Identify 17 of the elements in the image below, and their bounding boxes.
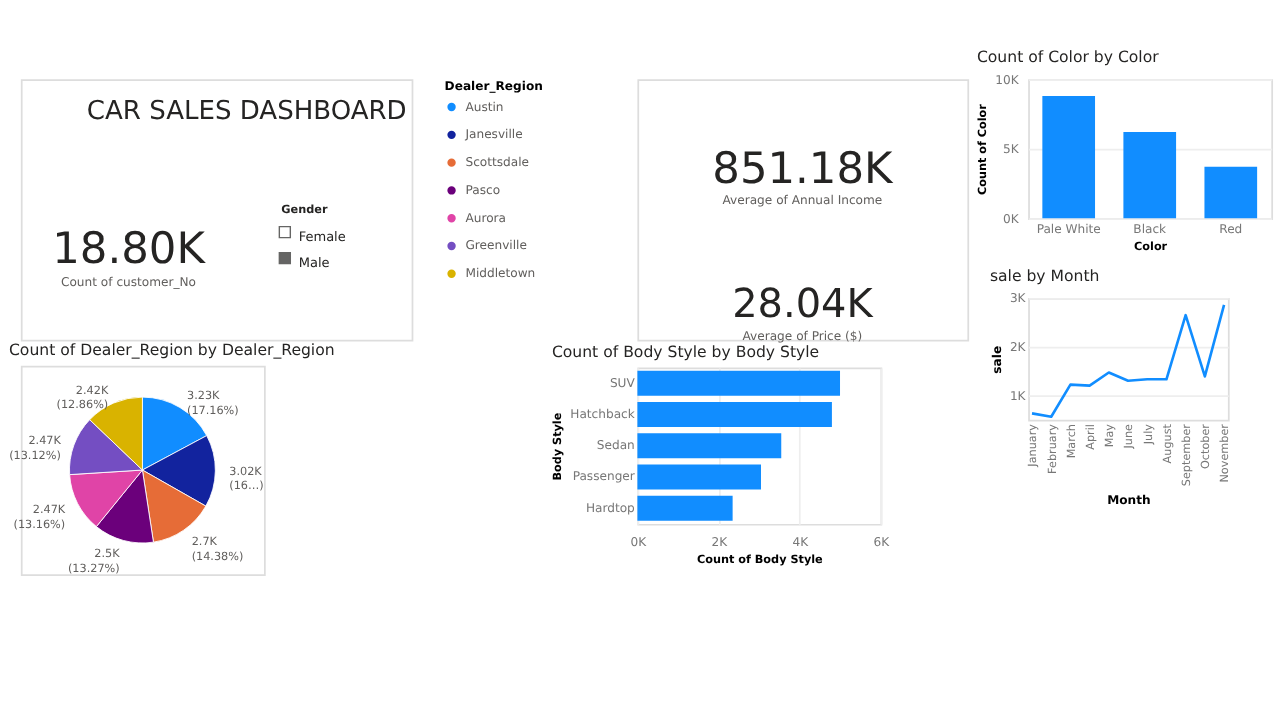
text: 851.18K (712, 145, 895, 196)
bar (1123, 132, 1177, 219)
chart-title: sale by Month (989, 266, 1100, 285)
bar (637, 370, 841, 396)
text: CAR SALES DASHBOARD (86, 97, 407, 128)
bar (1204, 166, 1258, 219)
chart-title: Count of Color by Color (976, 47, 1161, 66)
bar (637, 433, 782, 459)
text: Count of Dealer_Region by Dealer_Region (8, 341, 335, 360)
line-series (1030, 303, 1226, 419)
text: 18.80K (52, 225, 207, 276)
chart-title: Count of Body Style by Body Style (551, 343, 820, 362)
bar (637, 401, 832, 427)
text: 28.04K (732, 279, 875, 328)
bar (637, 495, 733, 521)
bar (637, 464, 761, 490)
bar (1042, 95, 1096, 219)
